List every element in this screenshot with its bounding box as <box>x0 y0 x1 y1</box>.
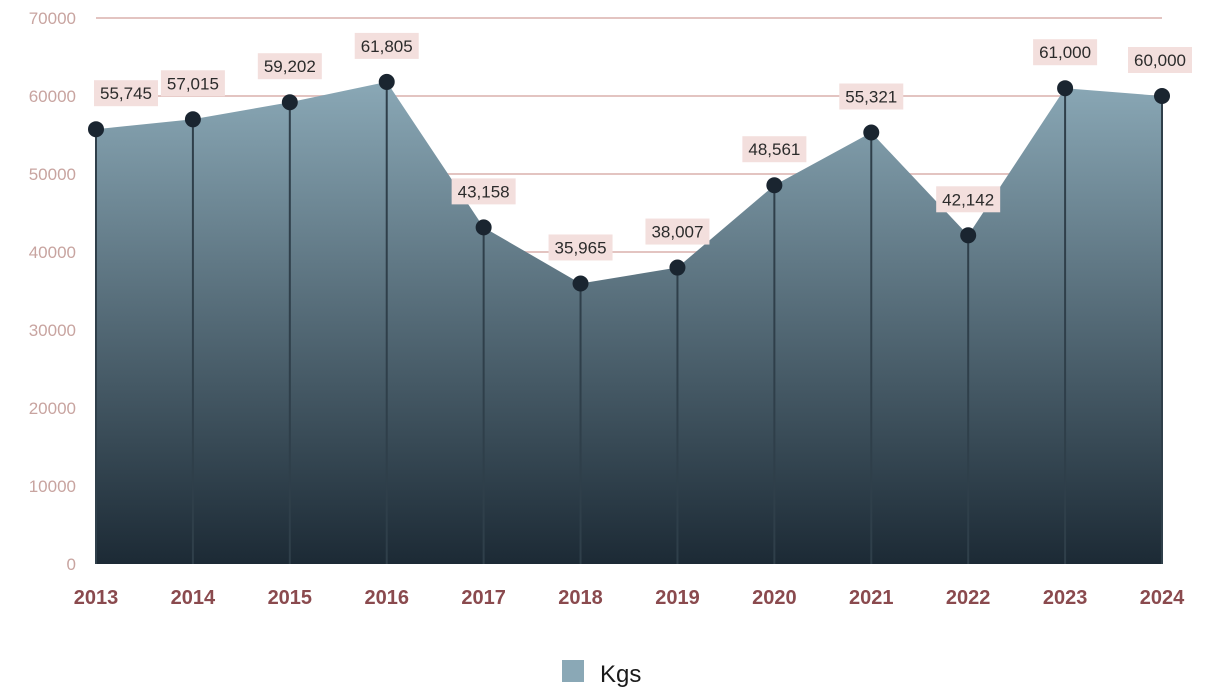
data-point <box>378 73 395 90</box>
data-label-text: 59,202 <box>264 57 316 76</box>
data-label-bg <box>936 186 1001 213</box>
data-point <box>669 259 686 276</box>
data-point <box>960 227 977 244</box>
data-label: 35,965 <box>548 234 613 261</box>
x-tick-label: 2017 <box>461 587 506 609</box>
data-label-bg <box>1033 39 1098 66</box>
data-point <box>1057 80 1074 97</box>
y-tick-label: 10000 <box>29 477 76 496</box>
data-label-bg <box>839 83 904 110</box>
drop-lines <box>95 81 1163 564</box>
data-label-text: 38,007 <box>651 223 703 242</box>
data-label-text: 61,805 <box>361 37 413 56</box>
y-tick-label: 40000 <box>29 243 76 262</box>
data-point <box>863 124 880 141</box>
y-tick-label: 20000 <box>29 399 76 418</box>
data-point <box>572 275 589 292</box>
x-tick-label: 2018 <box>558 587 603 609</box>
area-series <box>96 81 1162 565</box>
data-point <box>184 111 201 128</box>
data-label-text: 42,142 <box>942 190 994 209</box>
data-point <box>766 177 783 194</box>
data-label: 48,561 <box>742 136 807 163</box>
data-label-bg <box>548 234 613 261</box>
x-tick-label: 2015 <box>268 587 313 609</box>
data-point <box>1154 88 1170 104</box>
data-label: 61,805 <box>354 32 419 59</box>
data-point <box>281 94 298 111</box>
x-tick-label: 2016 <box>364 587 409 609</box>
data-label: 57,015 <box>160 70 225 97</box>
data-label: 59,202 <box>257 53 322 80</box>
x-tick-label: 2019 <box>655 587 700 609</box>
data-label: 61,000 <box>1033 39 1098 66</box>
area-fill <box>96 81 1162 565</box>
data-label-bg <box>451 178 516 205</box>
data-label-text: 55,745 <box>100 84 152 103</box>
data-label-text: 43,158 <box>458 182 510 201</box>
x-tick-label: 2024 <box>1140 587 1185 609</box>
x-tick-label: 2023 <box>1043 587 1088 609</box>
y-tick-label: 30000 <box>29 321 76 340</box>
x-tick-label: 2014 <box>171 587 216 609</box>
y-tick-label: 70000 <box>29 9 76 28</box>
data-point <box>475 219 492 236</box>
legend-label: Kgs <box>600 661 641 688</box>
data-label-bg <box>1128 47 1192 73</box>
data-labels: 55,745 57,015 59,202 61,805 43,158 35,965 38,0… <box>94 32 1192 261</box>
y-axis-ticks: 0 10000 20000 30000 40000 50000 60000 70000 <box>29 9 76 574</box>
x-tick-label: 2020 <box>752 587 797 609</box>
data-label: 55,745 <box>94 80 158 107</box>
data-label-bg <box>257 53 322 80</box>
data-label-text: 35,965 <box>555 238 607 257</box>
data-point <box>88 121 104 138</box>
data-label-text: 48,561 <box>748 140 800 159</box>
data-label-text: 57,015 <box>167 74 219 93</box>
x-tick-label: 2022 <box>946 587 991 609</box>
y-tick-label: 50000 <box>29 165 76 184</box>
x-tick-label: 2013 <box>74 587 119 609</box>
data-label-text: 61,000 <box>1039 43 1091 62</box>
data-label: 60,000 <box>1128 47 1192 73</box>
data-label-bg <box>742 136 807 163</box>
data-markers <box>88 73 1170 292</box>
data-label: 55,321 <box>839 83 904 110</box>
data-label: 43,158 <box>451 178 516 205</box>
x-tick-label: 2021 <box>849 587 894 609</box>
y-tick-label: 60000 <box>29 87 76 106</box>
data-label: 38,007 <box>645 218 710 245</box>
legend: Kgs <box>562 660 641 688</box>
y-tick-label: 0 <box>67 555 76 574</box>
data-label-bg <box>645 218 710 245</box>
data-label-text: 60,000 <box>1134 51 1186 70</box>
data-label-text: 55,321 <box>845 87 897 106</box>
data-label-bg <box>94 80 158 107</box>
data-label-bg <box>354 32 419 59</box>
data-label: 42,142 <box>936 186 1001 213</box>
data-label-bg <box>160 70 225 97</box>
x-axis-ticks: 2013 2014 2015 2016 2017 2018 2019 2020 2021 2022… <box>74 587 1185 609</box>
legend-swatch <box>562 660 584 682</box>
